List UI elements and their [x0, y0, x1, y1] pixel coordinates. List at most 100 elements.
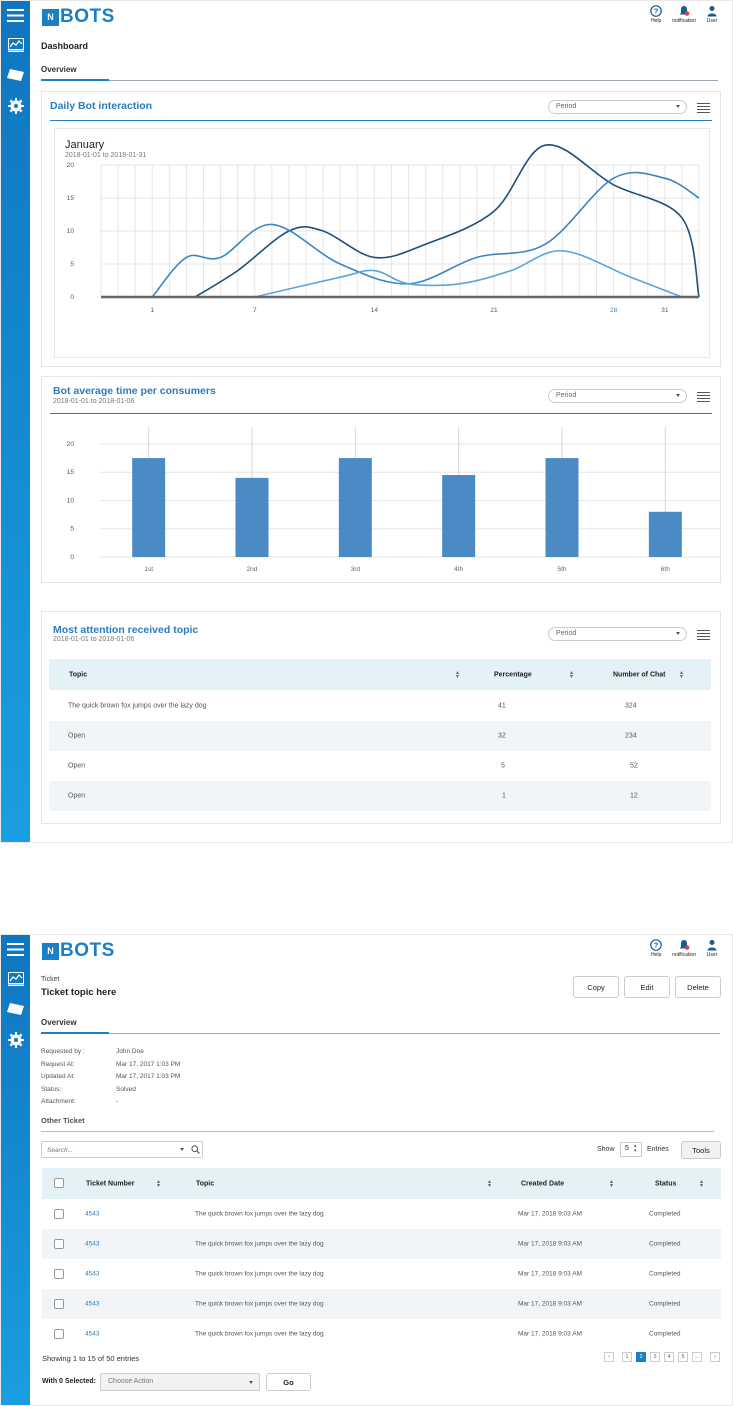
help-button[interactable]: ? Help: [650, 5, 662, 24]
cell-topic: The quick brown fox jumps over the lazy …: [195, 1300, 324, 1308]
cell-created: Mar 17, 2018 9:03 AM: [518, 1240, 582, 1248]
sidebar: [1, 935, 30, 1405]
header-topic[interactable]: Topic: [69, 671, 88, 678]
help-button[interactable]: ? Help: [650, 939, 662, 958]
action-select[interactable]: Choose Action: [100, 1373, 260, 1391]
page-button[interactable]: 1: [622, 1352, 632, 1362]
tab-overview[interactable]: Overview: [41, 1018, 77, 1027]
notification-button[interactable]: notification: [672, 5, 696, 24]
table-row[interactable]: 4543 The quick brown fox jumps over the …: [42, 1259, 721, 1289]
chart-menu-icon[interactable]: [697, 392, 710, 402]
sort-icon[interactable]: ▴ ▾: [680, 669, 684, 680]
table-row[interactable]: 4543 The quick brown fox jumps over the …: [42, 1199, 721, 1229]
next-page-button[interactable]: ›: [710, 1352, 720, 1362]
period-select[interactable]: Period: [548, 100, 687, 114]
header-status[interactable]: Status: [655, 1180, 677, 1187]
table-row[interactable]: 4543 The quick brown fox jumps over the …: [42, 1319, 721, 1349]
row-checkbox[interactable]: [54, 1299, 64, 1309]
dashboard-chart-icon[interactable]: [6, 969, 25, 988]
ticket-number-link[interactable]: 4543: [85, 1240, 100, 1248]
search-input[interactable]: [45, 1143, 177, 1158]
tab-bar: Overview: [41, 1015, 720, 1034]
cell-created: Mar 17, 2018 9:03 AM: [518, 1300, 582, 1308]
sort-icon[interactable]: ▴ ▾: [157, 1178, 161, 1189]
caret-down-icon[interactable]: [180, 1148, 184, 1151]
table-row[interactable]: Open 1 12: [49, 781, 711, 811]
menu-icon[interactable]: [6, 6, 25, 25]
y-tick-label: 10: [67, 497, 75, 504]
delete-button[interactable]: Delete: [675, 976, 721, 998]
ticket-number-link[interactable]: 4543: [85, 1270, 100, 1278]
sort-icon[interactable]: ▴ ▾: [700, 1178, 704, 1189]
showing-entries: Showing 1 to 15 of 50 entries: [42, 1354, 140, 1363]
table-menu-icon[interactable]: [697, 630, 710, 640]
row-checkbox[interactable]: [54, 1269, 64, 1279]
cell-status: Completed: [649, 1210, 681, 1218]
ticket-title: Ticket topic here: [41, 987, 117, 998]
page-button[interactable]: 3: [650, 1352, 660, 1362]
gear-icon[interactable]: [6, 96, 25, 115]
user-button[interactable]: User: [706, 939, 718, 958]
chart-menu-icon[interactable]: [697, 103, 710, 113]
table-row[interactable]: 4543 The quick brown fox jumps over the …: [42, 1289, 721, 1319]
table-row[interactable]: Open 32 234: [49, 721, 711, 751]
ticket-number-link[interactable]: 4543: [85, 1330, 100, 1338]
cell-created: Mar 17, 2018 9:03 AM: [518, 1270, 582, 1278]
header-chats[interactable]: Number of Chat: [613, 671, 666, 678]
topic-table: Topic ▴ ▾ Percentage ▴ ▾ Number of Chat ▴ ▾…: [49, 659, 711, 811]
entries-select[interactable]: 5 ▴ ▾: [620, 1142, 642, 1157]
prev-page-button[interactable]: ‹: [604, 1352, 614, 1362]
row-checkbox[interactable]: [54, 1329, 64, 1339]
ticket-icon[interactable]: [6, 999, 25, 1018]
go-button[interactable]: Go: [266, 1373, 311, 1391]
ticket-number-link[interactable]: 4543: [85, 1210, 100, 1218]
y-tick-label: 20: [67, 162, 75, 169]
page-button-active[interactable]: 2: [636, 1352, 646, 1362]
sort-icon[interactable]: ▴ ▾: [570, 669, 574, 680]
tools-button[interactable]: Tools: [681, 1141, 721, 1159]
sort-icon[interactable]: ▴ ▾: [488, 1178, 492, 1189]
bar: [338, 458, 372, 557]
header-ticket-number[interactable]: Ticket Number: [86, 1180, 135, 1187]
table-row[interactable]: 4543 The quick brown fox jumps over the …: [42, 1229, 721, 1259]
notification-button[interactable]: notification: [672, 939, 696, 958]
cell-topic: The quick brown fox jumps over the lazy …: [195, 1240, 324, 1248]
row-checkbox[interactable]: [54, 1209, 64, 1219]
sort-icon[interactable]: ▴ ▾: [610, 1178, 614, 1189]
y-tick-label: 5: [70, 261, 74, 268]
search-icon[interactable]: [191, 1145, 200, 1154]
header-topic[interactable]: Topic: [196, 1180, 215, 1187]
header-percentage[interactable]: Percentage: [494, 671, 532, 678]
page-ellipsis: ...: [692, 1352, 702, 1362]
y-tick-label: 15: [67, 195, 75, 202]
copy-button[interactable]: Copy: [573, 976, 619, 998]
ticket-icon[interactable]: [6, 65, 25, 84]
select-all-checkbox[interactable]: [54, 1178, 64, 1188]
ticket-number-link[interactable]: 4543: [85, 1300, 100, 1308]
breadcrumb[interactable]: Ticket: [41, 976, 60, 983]
meta-label: Request At:: [41, 1061, 75, 1068]
header-created-date[interactable]: Created Date: [521, 1180, 565, 1187]
period-select[interactable]: Period: [548, 627, 687, 641]
row-checkbox[interactable]: [54, 1239, 64, 1249]
table-row[interactable]: Open 5 52: [49, 751, 711, 781]
user-button[interactable]: User: [706, 5, 718, 24]
dashboard-chart-icon[interactable]: [6, 35, 25, 54]
meta-value: -: [116, 1098, 119, 1105]
tab-overview[interactable]: Overview: [41, 65, 77, 74]
table-row[interactable]: The quick brown fox jumps over the lazy …: [49, 691, 711, 721]
page-button[interactable]: 4: [664, 1352, 674, 1362]
y-tick-label: 5: [70, 526, 74, 533]
logo[interactable]: N BOTS: [42, 940, 115, 961]
menu-icon[interactable]: [6, 940, 25, 959]
page-button[interactable]: 5: [678, 1352, 688, 1362]
logo[interactable]: N BOTS: [42, 6, 115, 27]
edit-button[interactable]: Edit: [624, 976, 670, 998]
cell-topic: Open: [68, 762, 86, 770]
y-tick-label: 0: [70, 554, 74, 561]
cell-chats: 234: [625, 732, 637, 740]
period-select[interactable]: Period: [548, 389, 687, 403]
svg-text:?: ?: [654, 7, 659, 16]
sort-icon[interactable]: ▴ ▾: [456, 669, 460, 680]
gear-icon[interactable]: [6, 1030, 25, 1049]
